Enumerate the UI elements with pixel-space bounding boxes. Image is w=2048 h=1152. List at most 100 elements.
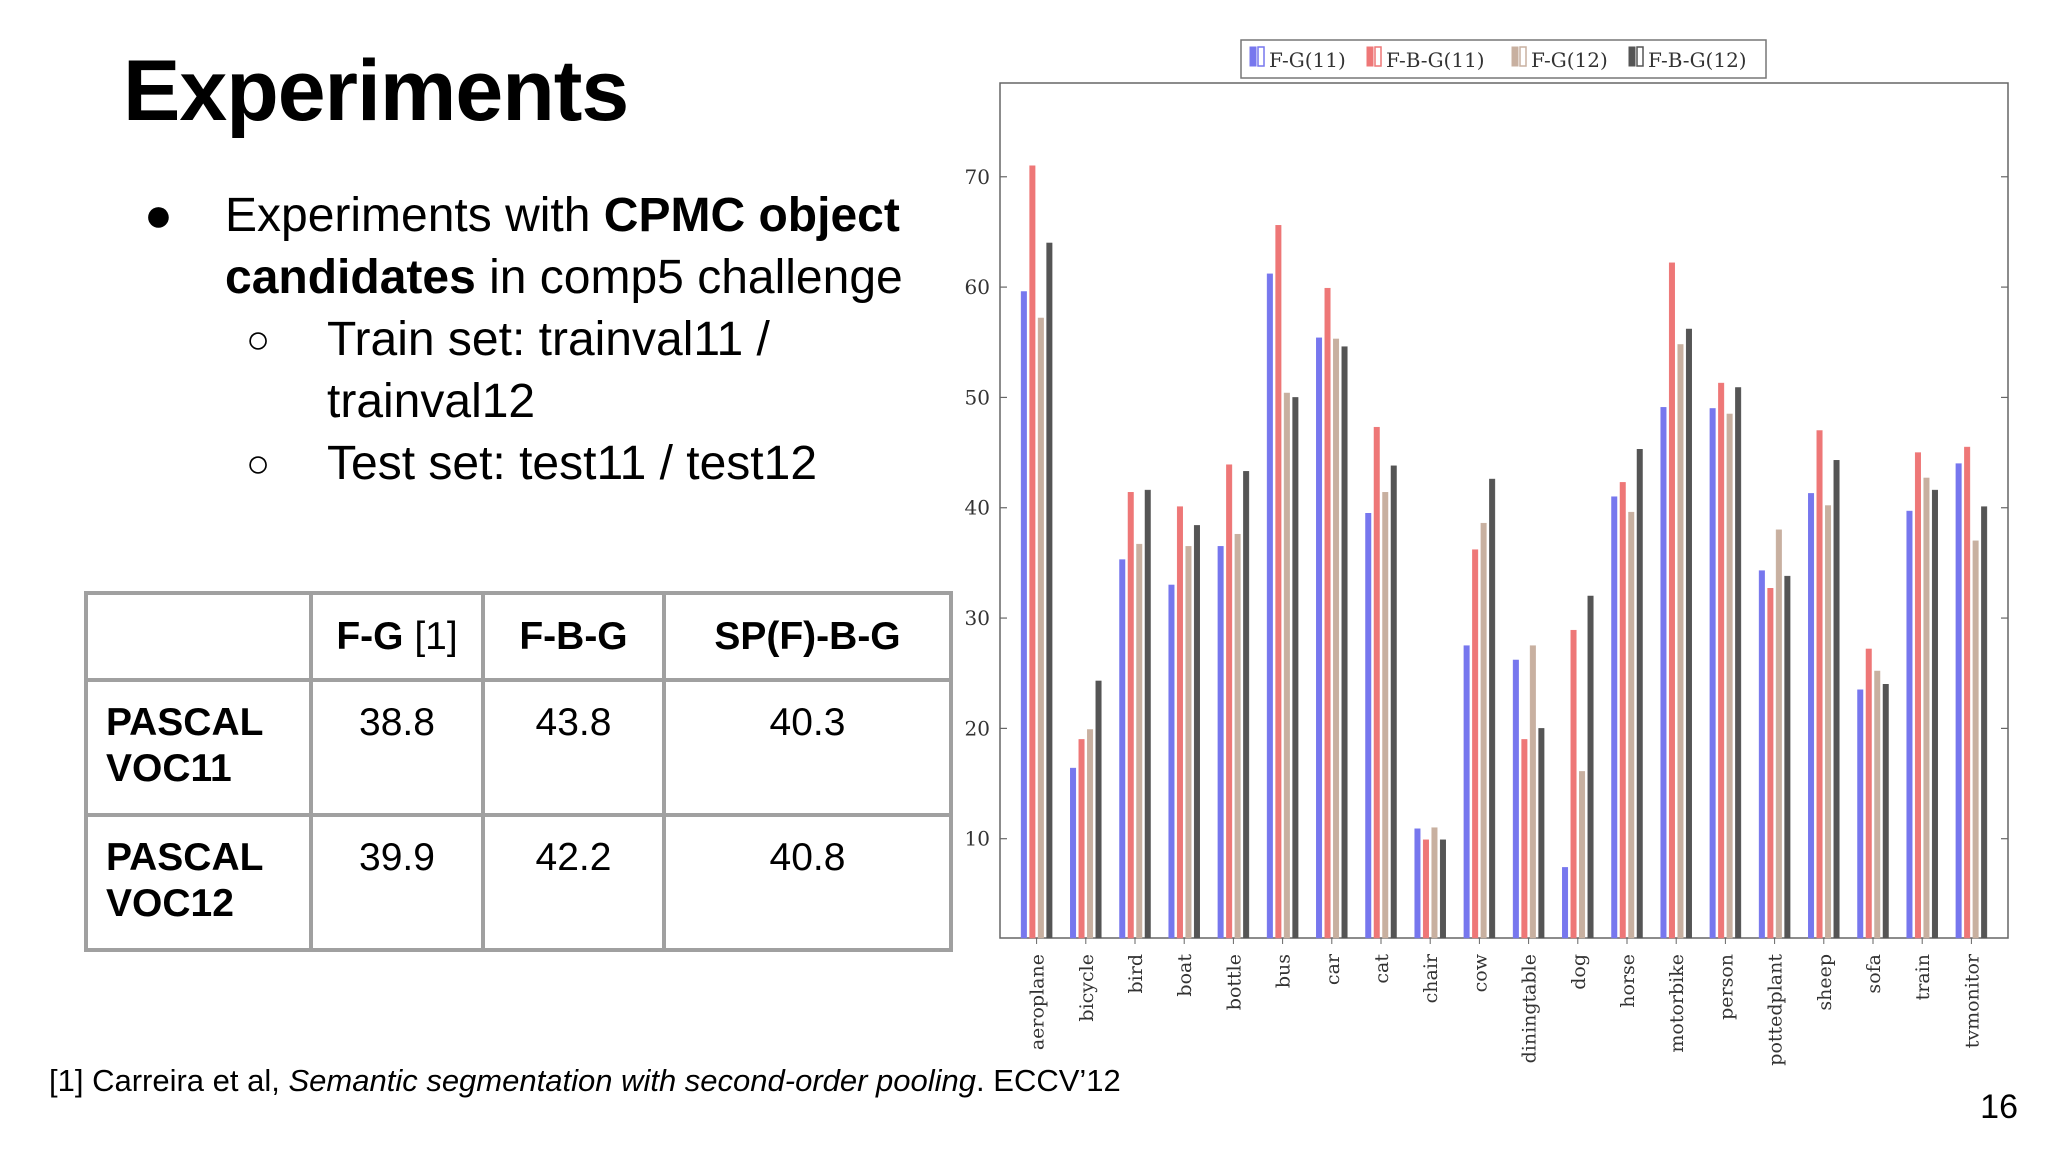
y-tick-label: 40 [965, 496, 990, 520]
bar-F-G(12) [1972, 540, 1979, 939]
legend-swatch-outline [1257, 46, 1265, 67]
bar-F-G(12) [1333, 338, 1340, 939]
bar-F-B-G(12) [1882, 684, 1889, 939]
bar-F-B-G(11) [1914, 452, 1921, 939]
bar-F-B-G(11) [1619, 482, 1626, 939]
footnote-italic: Semantic segmentation with second-order … [288, 1063, 977, 1098]
bar-F-B-G(12) [1439, 839, 1446, 939]
bar-F-G(11) [1414, 828, 1421, 939]
legend-swatch [1366, 46, 1374, 67]
y-tick-label: 20 [965, 716, 990, 740]
x-tick-label: cat [1371, 954, 1393, 984]
bar-F-G(12) [1185, 546, 1192, 939]
x-tick-label: bottle [1223, 954, 1245, 1010]
bar-F-G(12) [1579, 771, 1586, 939]
legend-label: F-G(12) [1531, 48, 1608, 72]
bar-F-B-G(12) [1243, 471, 1250, 939]
table-header-ref: [1] [414, 614, 458, 658]
table-header-fg-label: F-G [336, 614, 404, 658]
x-tick-label: sofa [1863, 954, 1885, 994]
bar-F-B-G(12) [1046, 242, 1053, 939]
footnote: [1] Carreira et al, Semantic segmentatio… [49, 1063, 1121, 1098]
bar-F-G(11) [1512, 659, 1519, 939]
x-tick-label: cow [1469, 953, 1491, 992]
bar-F-B-G(12) [1144, 489, 1151, 939]
bar-F-G(11) [1955, 463, 1962, 939]
page-number: 16 [1980, 1088, 2018, 1126]
x-tick-label: horse [1617, 954, 1639, 1008]
bar-F-B-G(11) [1668, 262, 1675, 939]
bar-F-B-G(11) [1029, 165, 1036, 939]
bar-F-G(11) [1020, 291, 1027, 939]
bar-F-G(12) [1775, 529, 1782, 939]
bar-F-G(11) [1070, 767, 1077, 939]
bar-F-G(11) [1168, 584, 1175, 939]
table-header-empty [84, 591, 313, 682]
bar-F-G(11) [1266, 273, 1273, 939]
bar-F-B-G(12) [1587, 595, 1594, 939]
bar-F-G(11) [1365, 513, 1372, 939]
bar-F-G(12) [1726, 413, 1733, 939]
bar-F-G(12) [1087, 729, 1094, 939]
bar-F-B-G(12) [1341, 346, 1348, 939]
x-tick-label: dog [1568, 954, 1590, 990]
x-tick-label: bicycle [1076, 954, 1098, 1022]
legend-swatch-outline [1636, 46, 1644, 67]
bar-F-G(11) [1611, 496, 1618, 939]
bar-F-G(11) [1758, 570, 1765, 939]
bullet-text: Experiments with CPMC object candidates … [225, 185, 1005, 309]
bar-F-G(11) [1808, 493, 1815, 939]
bar-F-G(11) [1906, 510, 1913, 939]
chart-legend: F-G(11) F-B-G(11) F-G(12) F-B-G(12) [1240, 39, 1767, 79]
bar-F-G(12) [1234, 533, 1241, 939]
x-tick-label: bird [1125, 954, 1147, 993]
y-tick-label: 60 [965, 275, 990, 299]
bar-F-B-G(12) [1489, 478, 1496, 939]
x-tick-label: sheep [1814, 954, 1836, 1011]
bar-F-B-G(11) [1816, 430, 1823, 939]
y-tick-label: 10 [965, 827, 990, 851]
bar-F-B-G(12) [1931, 489, 1938, 939]
table-header-row: F-G [1] F-B-G SP(F)-B-G [84, 591, 953, 682]
x-tick-label: bus [1273, 954, 1295, 988]
x-tick-label: tvmonitor [1961, 953, 1983, 1048]
table-header-fbg: F-B-G [481, 591, 666, 682]
bullet-text-bold-2: candidates [225, 251, 476, 304]
bar-F-B-G(12) [1538, 728, 1545, 939]
results-table: F-G [1] F-B-G SP(F)-B-G PASCAL VOC11 38.8… [84, 591, 953, 952]
bar-chart: 10 20 30 40 50 60 70 aeroplane bicycle bird boat bo… [965, 39, 2009, 1066]
y-tick-label: 50 [965, 385, 990, 409]
bar-F-B-G(12) [1735, 387, 1742, 939]
table-header-fg: F-G [1] [309, 591, 485, 682]
bar-F-B-G(11) [1718, 382, 1725, 939]
legend-label: F-G(11) [1269, 48, 1346, 72]
bar-F-B-G(12) [1636, 449, 1643, 939]
bullet-text-bold: CPMC object [603, 189, 900, 242]
bar-F-G(12) [1431, 827, 1438, 939]
bar-F-B-G(11) [1422, 839, 1429, 939]
bar-F-B-G(12) [1833, 460, 1840, 939]
sub-bullet-circle-icon: ○ [246, 442, 271, 486]
table-cell: 43.8 [481, 678, 666, 817]
table-cell: 42.2 [481, 813, 666, 952]
table-row: PASCAL VOC12 39.9 42.2 40.8 [84, 813, 953, 952]
plot-frame [999, 82, 2009, 939]
table-row-label: PASCAL VOC11 [84, 678, 313, 817]
bar-F-G(12) [1136, 543, 1143, 939]
bar-F-B-G(11) [1865, 648, 1872, 939]
bar-F-B-G(11) [1275, 225, 1282, 939]
table-cell: 40.3 [662, 678, 953, 817]
x-tick-label: aeroplane [1027, 954, 1049, 1050]
legend-swatch [1511, 46, 1519, 67]
table-header-spfbg: SP(F)-B-G [662, 591, 953, 682]
bar-F-B-G(12) [1390, 465, 1397, 939]
bar-F-B-G(12) [1981, 506, 1988, 939]
legend-swatch-outline [1374, 46, 1382, 67]
bar-F-B-G(11) [1373, 426, 1380, 939]
table-cell: 38.8 [309, 678, 485, 817]
bullet-dot-icon: ● [144, 189, 173, 242]
bullet-text-normal: Experiments with [225, 189, 604, 242]
bar-F-G(12) [1283, 392, 1290, 939]
table-row-label: PASCAL VOC12 [84, 813, 313, 952]
legend-label: F-B-G(11) [1386, 48, 1485, 72]
